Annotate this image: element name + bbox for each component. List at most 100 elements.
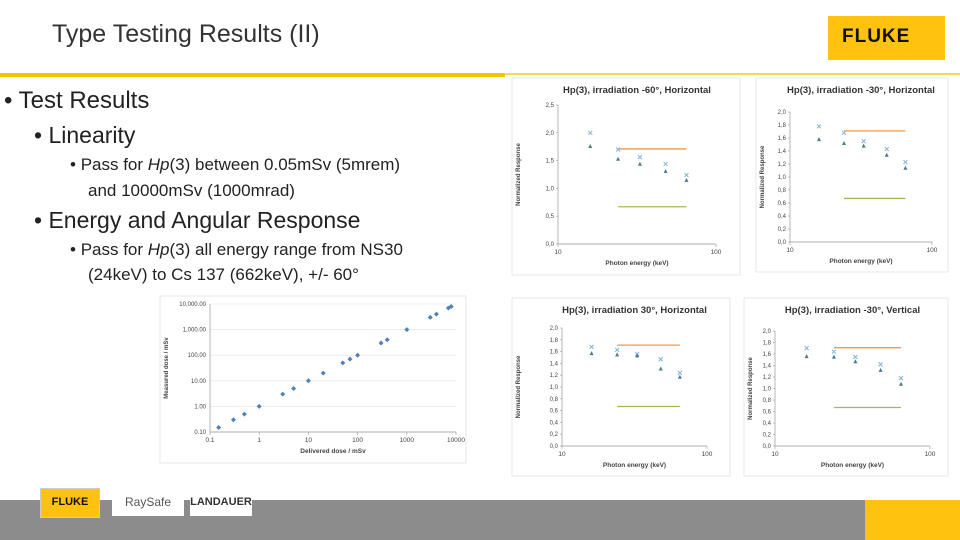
y-tick-label: 1,4: [763, 364, 772, 370]
point: [588, 143, 593, 148]
point: [305, 378, 311, 384]
y-tick-label: 1,8: [550, 338, 559, 344]
point: [663, 161, 668, 167]
chart-panel: [743, 297, 949, 477]
point: [658, 356, 664, 362]
point: [448, 303, 454, 309]
point: [614, 347, 620, 353]
y-axis-label: Normalized Response: [516, 142, 522, 205]
bullet: • Pass for Hp(3) all energy range from N…: [70, 240, 403, 259]
point: [816, 123, 822, 129]
x-tick-label: 1000: [400, 437, 415, 444]
bullet-text: (3) all energy range from NS30: [169, 240, 403, 259]
point: [355, 352, 361, 358]
y-tick-label: 0,5: [546, 214, 555, 220]
point: [340, 360, 346, 366]
point: [320, 370, 326, 376]
point: [427, 314, 433, 320]
bullet-text: Test Results: [18, 87, 150, 114]
point: [230, 417, 236, 423]
y-tick-label: 1,0: [778, 175, 787, 181]
point: [816, 137, 821, 142]
y-tick-label: 1,2: [763, 375, 772, 381]
y-tick-label: 0,0: [763, 444, 772, 450]
point: [878, 361, 883, 367]
chart-title: Hp(3), irradiation -30°, Horizontal: [787, 85, 935, 96]
point: [884, 146, 890, 152]
slide-title: Type Testing Results (II): [52, 20, 320, 48]
y-tick-label: 0,4: [763, 421, 772, 427]
bullet: • Pass for Hp(3) between 0.05mSv (5mrem): [70, 155, 401, 174]
point: [903, 159, 908, 165]
point: [841, 141, 846, 145]
y-tick-label: 1,2: [778, 162, 787, 168]
point: [831, 354, 836, 359]
y-tick-label: 1,6: [778, 136, 787, 142]
y-tick-label: 0.10: [194, 430, 206, 436]
point: [378, 340, 384, 346]
y-tick-label: 0,0: [550, 444, 559, 450]
y-tick-label: 0,8: [550, 397, 559, 403]
y-tick-label: 1,0: [550, 385, 559, 391]
y-tick-label: 1,5: [546, 159, 555, 165]
x-axis-label: Photon energy (keV): [603, 462, 666, 469]
x-tick-label: 0.1: [205, 437, 214, 444]
y-tick-label: 0,6: [763, 410, 772, 416]
point: [804, 354, 809, 359]
x-tick-label: 1: [257, 437, 261, 444]
y-tick-label: 10.00: [191, 379, 207, 385]
y-tick-label: 100.00: [188, 353, 207, 359]
footer-logo: RaySafe: [112, 488, 184, 516]
x-tick-label: 100: [711, 249, 722, 256]
point: [637, 154, 643, 160]
point: [684, 177, 689, 182]
point: [898, 375, 904, 381]
point: [884, 152, 889, 157]
point: [853, 359, 858, 364]
y-tick-label: 0,4: [550, 420, 559, 426]
bullet: • Linearity: [34, 122, 136, 148]
point: [677, 374, 682, 379]
bullet-text: Hp: [147, 155, 170, 174]
bullet-text: Pass for: [80, 240, 148, 259]
chart-panel: [511, 77, 741, 276]
point: [589, 351, 594, 356]
point: [216, 424, 222, 430]
point: [241, 411, 247, 417]
y-tick-label: 0,6: [550, 409, 559, 415]
bullet-text: (3) between 0.05mSv (5mrem): [169, 155, 401, 174]
point: [404, 327, 410, 333]
y-tick-label: 1,000.00: [183, 328, 207, 334]
point: [256, 403, 262, 409]
x-axis-label: Photon energy (keV): [605, 260, 668, 267]
x-axis-label: Photon energy (keV): [821, 462, 884, 469]
point: [663, 168, 668, 173]
bullet-text: Linearity: [48, 122, 136, 148]
bullet-text: Energy and Angular Response: [48, 207, 361, 233]
point: [878, 367, 883, 372]
point: [804, 345, 809, 351]
point: [861, 138, 866, 144]
point: [384, 337, 390, 343]
y-tick-label: 0,2: [550, 432, 559, 438]
y-axis-label: Normalized Response: [760, 145, 766, 208]
x-tick-label: 10: [786, 247, 794, 254]
point: [616, 156, 621, 161]
y-tick-label: 2,0: [550, 326, 559, 332]
point: [635, 353, 640, 358]
chart-panel: [755, 77, 949, 273]
y-tick-label: 1,6: [763, 352, 772, 358]
y-tick-label: 0,8: [778, 188, 787, 194]
point: [615, 352, 620, 357]
bullet: • Energy and Angular Response: [34, 207, 361, 233]
y-tick-label: 10,000.00: [179, 302, 206, 308]
y-tick-label: 2,0: [763, 329, 772, 335]
point: [658, 366, 663, 371]
point: [899, 381, 904, 386]
point: [615, 147, 621, 152]
point: [587, 130, 593, 136]
point: [903, 165, 908, 170]
y-tick-label: 2,0: [778, 110, 787, 116]
point: [280, 391, 286, 397]
